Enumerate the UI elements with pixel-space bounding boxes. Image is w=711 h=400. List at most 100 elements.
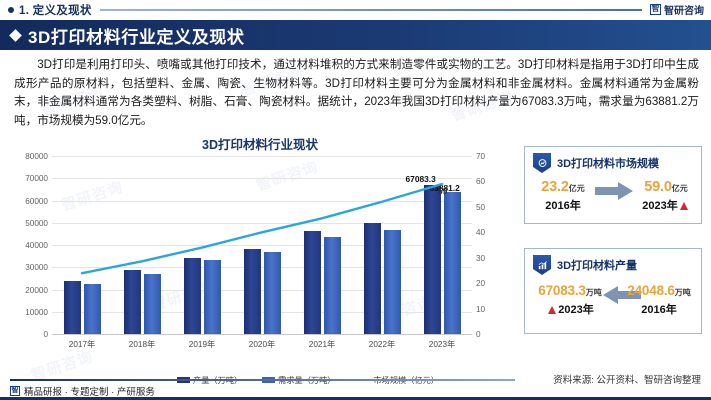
card-left-value-row: 67083.3万吨 bbox=[527, 282, 613, 300]
data-label-demand: 63881.2 bbox=[429, 182, 460, 193]
brand-mark-icon: 智 bbox=[650, 4, 661, 15]
card-right-unit: 亿元 bbox=[671, 184, 688, 193]
bar-demand bbox=[203, 259, 221, 334]
bullet-dot-icon bbox=[8, 6, 14, 13]
y2-axis-tick: 50 bbox=[476, 202, 486, 212]
grid-line bbox=[52, 334, 472, 335]
card-right-stat: 59.0亿元 2023年 bbox=[633, 178, 699, 213]
up-arrow-icon bbox=[548, 306, 557, 315]
brand-name: 智研咨询 bbox=[664, 6, 704, 17]
chart-title: 3D打印材料行业现状 bbox=[202, 138, 318, 152]
y2-axis-tick: 10 bbox=[476, 304, 486, 314]
card-body: 67083.3万吨 2023年 24048.6万吨 2016年 bbox=[525, 278, 701, 324]
arrow-right-icon bbox=[595, 182, 633, 205]
arrow-left-icon bbox=[603, 286, 641, 309]
x-axis-label: 2017年 bbox=[68, 340, 96, 349]
card-left-unit: 亿元 bbox=[568, 184, 585, 193]
shield-badge-icon bbox=[533, 153, 551, 173]
line-series-market-size bbox=[80, 182, 444, 275]
card-left-value: 67083.3 bbox=[538, 283, 586, 298]
card-right-value-row: 59.0亿元 bbox=[633, 178, 699, 196]
bar-production bbox=[423, 184, 441, 334]
grid-line bbox=[52, 178, 472, 180]
card-right-year-row: 2023年 bbox=[633, 197, 699, 213]
top-header: 1. 定义及现状 智 智研咨询 bbox=[0, 0, 711, 19]
brand-logo: 智 智研咨询 bbox=[650, 2, 704, 17]
plot-inner: 0 10000 20000 30000 40000 50000 60000 70000 8000… bbox=[25, 152, 485, 349]
y-axis-tick: 30000 bbox=[25, 263, 48, 273]
card-left-stat: 23.2亿元 2016年 bbox=[531, 178, 595, 213]
x-axis-label: 2021年 bbox=[308, 340, 336, 349]
card-right-year: 2023年 bbox=[642, 200, 678, 212]
card-market-size: 3D打印材料市场规模 23.2亿元 2016年 59.0亿元 2023年 bbox=[524, 146, 702, 224]
bar-demand bbox=[143, 273, 161, 334]
y-axis-tick: 0 bbox=[43, 330, 48, 339]
card-header: 3D打印材料市场规模 bbox=[525, 147, 701, 176]
bar-production bbox=[63, 280, 81, 334]
x-axis-label: 2020年 bbox=[248, 340, 276, 349]
footer-slogan: 精品研报 · 专题定制 · 产研服务 bbox=[24, 387, 155, 398]
card-left-year: 2016年 bbox=[545, 200, 581, 212]
card-body: 23.2亿元 2016年 59.0亿元 2023年 bbox=[525, 176, 701, 222]
banner-title: 3D打印材料行业定义及现状 bbox=[28, 27, 245, 47]
x-axis-label: 2023年 bbox=[428, 340, 456, 349]
y-axis-tick: 40000 bbox=[25, 241, 48, 250]
y-axis-tick: 10000 bbox=[25, 307, 48, 317]
y2-axis-tick: 60 bbox=[476, 177, 486, 187]
card-right-value: 24048.6 bbox=[627, 283, 675, 298]
y-axis-tick: 60000 bbox=[25, 196, 48, 206]
bar-demand bbox=[383, 229, 401, 334]
bar-production bbox=[243, 248, 261, 334]
card-right-value-row: 24048.6万吨 bbox=[617, 282, 701, 300]
header-rule bbox=[99, 8, 642, 11]
card-left-unit: 万吨 bbox=[585, 288, 602, 297]
y-axis-tick: 50000 bbox=[25, 218, 48, 228]
section-banner: 3D打印材料行业定义及现状 bbox=[0, 20, 711, 50]
y-axis-tick: 20000 bbox=[25, 285, 48, 295]
x-axis-label: 2018年 bbox=[128, 340, 156, 349]
card-right-unit: 万吨 bbox=[674, 288, 691, 297]
card-right-stat: 24048.6万吨 2016年 bbox=[617, 282, 701, 317]
bar-demand bbox=[443, 191, 461, 334]
footer-rule bbox=[10, 379, 515, 381]
card-title: 3D打印材料市场规模 bbox=[557, 158, 660, 170]
grid-line bbox=[52, 222, 472, 224]
card-left-stat: 67083.3万吨 2023年 bbox=[527, 282, 613, 317]
source-note: 资料来源: 公开资料、智研咨询整理 bbox=[553, 375, 701, 386]
y2-axis-tick: 20 bbox=[476, 279, 486, 289]
y2-axis-tick: 40 bbox=[476, 228, 486, 238]
x-axis-label: 2022年 bbox=[368, 340, 396, 349]
bar-demand bbox=[323, 236, 341, 334]
bar-demand bbox=[83, 283, 101, 334]
card-title: 3D打印材料产量 bbox=[557, 260, 638, 272]
grid-line bbox=[52, 156, 472, 157]
footer-brand: 智 精品研报 · 专题定制 · 产研服务 bbox=[10, 384, 155, 398]
card-right-value: 59.0 bbox=[644, 179, 672, 195]
bar-production bbox=[123, 270, 141, 334]
data-label-production: 67083.3 bbox=[405, 173, 436, 184]
body-paragraph: 3D打印是利用打印头、喷嘴或其他打印技术，通过材料堆积的方式来制造零件或实物的工… bbox=[14, 58, 699, 128]
x-axis-label: 2019年 bbox=[188, 340, 216, 349]
card-output: 3D打印材料产量 67083.3万吨 2023年 24048.6万吨 bbox=[524, 248, 702, 334]
section-label: 1. 定义及现状 bbox=[19, 4, 92, 17]
card-left-year: 2023年 bbox=[558, 304, 594, 316]
card-left-value: 23.2 bbox=[541, 179, 569, 195]
up-arrow-icon bbox=[679, 202, 688, 211]
grid-line bbox=[52, 289, 472, 291]
y2-axis-tick: 70 bbox=[476, 152, 486, 161]
bar-production bbox=[363, 223, 381, 334]
bar-production bbox=[303, 231, 321, 334]
card-left-year-row: 2023年 bbox=[527, 301, 613, 317]
card-left-value-row: 23.2亿元 bbox=[531, 178, 595, 196]
bar-production bbox=[183, 258, 201, 334]
y2-axis-tick: 0 bbox=[476, 330, 481, 339]
bar-chart-badge-icon bbox=[533, 255, 551, 275]
bottom-accent-bar bbox=[0, 397, 711, 400]
y-axis-tick: 70000 bbox=[25, 174, 48, 184]
chart-plot-area: 0 10000 20000 30000 40000 50000 60000 70000 8000… bbox=[25, 152, 485, 400]
grid-line bbox=[52, 267, 472, 269]
grid-line bbox=[52, 311, 472, 313]
grid-line bbox=[52, 200, 472, 202]
y2-axis-tick: 30 bbox=[476, 253, 486, 263]
